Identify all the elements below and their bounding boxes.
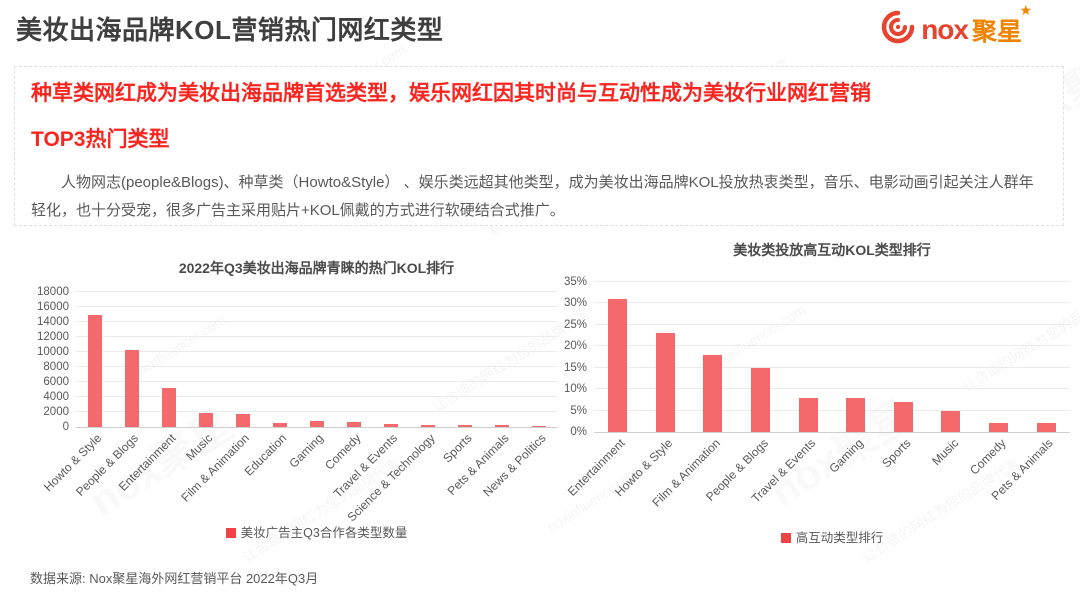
y-axis-tick: 0 bbox=[62, 421, 69, 433]
page-title: 美妆出海品牌KOL营销热门网红类型 bbox=[16, 15, 444, 45]
gridline bbox=[76, 366, 557, 367]
bar bbox=[989, 423, 1009, 432]
gridline bbox=[594, 366, 1070, 368]
bar bbox=[531, 425, 546, 427]
x-axis-label: Sports bbox=[439, 431, 475, 466]
y-axis-tick: 14000 bbox=[37, 316, 69, 328]
x-axis-label: Gaming bbox=[826, 436, 866, 476]
logo-text-nox: nox bbox=[921, 13, 969, 45]
headline-line1: 种草类网红成为美妆出海品牌首选类型，娱乐网红因其时尚与互动性成为美妆行业网红营销 bbox=[31, 82, 871, 105]
y-axis-tick: 8000 bbox=[43, 361, 69, 373]
bar bbox=[87, 314, 102, 427]
legend-swatch bbox=[780, 533, 791, 543]
bar bbox=[893, 402, 913, 432]
gridline bbox=[76, 396, 557, 397]
gridline bbox=[594, 388, 1070, 390]
gridline bbox=[76, 291, 557, 292]
bar-series bbox=[594, 282, 1070, 432]
bar bbox=[798, 397, 818, 432]
bar bbox=[703, 354, 723, 432]
bar bbox=[198, 412, 213, 427]
logo-star-icon: ★ bbox=[1019, 1, 1032, 18]
x-axis-label: Gaming bbox=[286, 431, 327, 471]
gridline bbox=[594, 409, 1070, 411]
plot-area: 0% 5% 10% 15% 20% 25% 30% 35% bbox=[564, 276, 1070, 438]
x-axis-label: Music bbox=[928, 436, 961, 469]
legend-label: 高互动类型排行 bbox=[795, 531, 884, 545]
data-source: 数据来源: Nox聚星海外网红营销平台 2022年Q3月 bbox=[30, 571, 319, 586]
x-axis-labels: Entertainment Howto & Style Film & Animati… bbox=[565, 433, 1070, 525]
bar-series bbox=[76, 292, 557, 427]
chart-kol-count: 2022年Q3美妆出海品牌青睐的热门KOL排行 0 2000 4000 6000 800… bbox=[22, 258, 557, 541]
y-axis-tick: 10000 bbox=[37, 346, 69, 358]
bar bbox=[420, 425, 435, 427]
legend-swatch bbox=[225, 528, 236, 538]
bar bbox=[941, 410, 961, 432]
y-axis-tick: 25% bbox=[563, 318, 587, 331]
chart-title: 2022年Q3美妆出海品牌青睐的热门KOL排行 bbox=[178, 260, 455, 276]
y-axis-tick: 35% bbox=[563, 276, 587, 288]
gridline bbox=[594, 281, 1070, 282]
y-axis-tick: 10% bbox=[563, 383, 587, 396]
bar bbox=[346, 421, 361, 427]
bar bbox=[235, 414, 250, 427]
logo-text-cn: 聚星 ★ bbox=[971, 1, 1032, 46]
legend-label: 美妆广告主Q3合作各类型数量 bbox=[240, 526, 408, 540]
bar bbox=[608, 299, 628, 432]
gridline bbox=[594, 323, 1070, 325]
chart-title: 美妆类投放高互动KOL类型排行 bbox=[733, 242, 931, 258]
bar bbox=[457, 425, 472, 427]
bar bbox=[494, 425, 509, 427]
y-axis-tick: 4000 bbox=[43, 391, 69, 403]
y-axis-tick: 20% bbox=[563, 340, 587, 353]
gridline bbox=[76, 381, 557, 382]
x-axis-label: Comedy bbox=[966, 436, 1009, 478]
plot-area: 0 2000 4000 6000 8000 10000 12000 14000 16000 180… bbox=[37, 286, 557, 433]
x-axis-label: Sports bbox=[878, 436, 914, 471]
y-axis-tick: 0% bbox=[570, 426, 587, 438]
y-axis-tick: 12000 bbox=[37, 331, 69, 343]
y-axis-tick: 15% bbox=[563, 361, 587, 374]
x-axis-labels: Howto & Style People & Blogs Entertainment… bbox=[41, 428, 557, 528]
bar bbox=[1036, 423, 1056, 432]
gridline bbox=[594, 302, 1070, 304]
gridline bbox=[76, 336, 557, 337]
nox-spiral-icon bbox=[879, 8, 917, 51]
highlight-box: 种草类网红成为美妆出海品牌首选类型，娱乐网红因其时尚与互动性成为美妆行业网红营销… bbox=[14, 66, 1064, 226]
legend: 高互动类型排行 bbox=[594, 527, 1070, 546]
chart-engagement-rank: 美妆类投放高互动KOL类型排行 0% 5% 10% 15% 20% 25% 30% 35% E… bbox=[560, 240, 1070, 546]
y-axis-tick: 16000 bbox=[37, 301, 69, 313]
brand-logo: nox 聚星 ★ bbox=[879, 1, 1032, 51]
bar bbox=[272, 423, 287, 427]
y-axis-tick: 6000 bbox=[43, 376, 69, 388]
y-axis-tick: 5% bbox=[570, 404, 587, 417]
y-axis-tick: 2000 bbox=[43, 406, 69, 418]
body-paragraph: 人物网志(people&Blogs)、种草类（Howto&Style） 、娱乐类… bbox=[31, 174, 1034, 219]
bar bbox=[655, 333, 675, 432]
bar bbox=[309, 421, 324, 427]
gridline bbox=[76, 306, 557, 307]
legend: 美妆广告主Q3合作各类型数量 bbox=[76, 522, 557, 541]
y-axis-tick: 30% bbox=[563, 297, 587, 310]
bar bbox=[846, 397, 866, 432]
gridline bbox=[594, 345, 1070, 347]
gridline bbox=[76, 351, 557, 352]
x-axis-label: Music bbox=[183, 431, 216, 464]
bar bbox=[161, 388, 176, 427]
gridline bbox=[76, 321, 557, 322]
y-axis-tick: 18000 bbox=[37, 286, 69, 298]
bar bbox=[383, 423, 398, 427]
bar bbox=[124, 349, 139, 427]
headline-line2: TOP3热门类型 bbox=[31, 128, 170, 151]
bar bbox=[751, 367, 771, 432]
gridline bbox=[76, 411, 557, 412]
